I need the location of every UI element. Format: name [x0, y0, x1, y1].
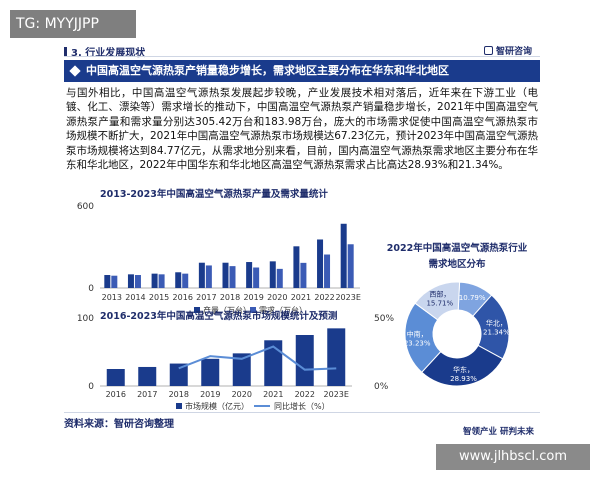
legend-label: 需求（万台）	[259, 305, 307, 315]
y-tick-label: 0	[88, 382, 94, 392]
x-tick-label: 2017	[137, 390, 157, 399]
banner-text: 中国高温空气源热泵产销量稳步增长，需求地区主要分布在华东和华北地区	[86, 64, 449, 77]
x-tick-label: 2021	[291, 293, 311, 302]
bar	[300, 262, 307, 288]
bar	[340, 223, 347, 288]
bar	[232, 353, 251, 386]
x-tick-label: 2016	[173, 293, 193, 302]
x-tick-label: 2017	[196, 293, 216, 302]
y-tick-label: 600	[77, 202, 94, 212]
bar	[222, 262, 229, 288]
bar	[134, 275, 141, 288]
y-tick-label: 100	[77, 314, 94, 324]
section-label: 3. 行业发展现状	[71, 48, 146, 59]
slice-label: 西部，	[429, 289, 450, 298]
slice-label: 中南，	[407, 329, 428, 338]
slice-label: 15.71%	[426, 299, 453, 307]
report-slide: 3. 行业发展现状 智研咨询 中国高温空气源热泵产销量稳步增长，需求地区主要分布…	[64, 40, 540, 438]
legend-swatch	[194, 307, 200, 313]
donut-title-line2: 需求地区分布	[428, 259, 486, 270]
bar	[229, 266, 236, 288]
bar	[293, 246, 300, 288]
bar	[347, 244, 354, 288]
bar	[106, 369, 125, 386]
slice-label: 华北，	[486, 319, 507, 328]
x-tick-label: 2014	[125, 293, 145, 302]
bar	[175, 272, 182, 288]
source-note: 资料来源：智研咨询整理	[64, 419, 174, 430]
slice-label: 华东，	[453, 365, 474, 374]
growth-line	[178, 345, 337, 371]
top-divider	[64, 56, 540, 57]
slice-label: 10.79%	[459, 294, 486, 302]
slice-label: 23.23%	[404, 339, 431, 347]
bar	[138, 366, 157, 386]
y2-tick-label: 0%	[374, 382, 389, 392]
x-tick-label: 2018	[169, 390, 189, 399]
bar	[295, 335, 314, 386]
legend-swatch	[250, 307, 256, 313]
y-tick-label: 0	[88, 284, 94, 294]
legend-label: 产量（万台）	[203, 305, 251, 315]
x-tick-label: 2022	[295, 390, 315, 399]
section-title: 3. 行业发展现状	[64, 44, 145, 59]
legend-label: 市场规模（亿元）	[185, 401, 249, 411]
x-tick-label: 2021	[263, 390, 283, 399]
headline-banner: 中国高温空气源热泵产销量稳步增长，需求地区主要分布在华东和华北地区	[64, 60, 540, 82]
donut-title-line1: 2022年中国高温空气源热泵行业	[386, 243, 528, 254]
bar	[264, 340, 283, 386]
bar	[317, 239, 324, 288]
x-tick-label: 2015	[149, 293, 169, 302]
bar	[127, 274, 134, 288]
body-paragraph: 与国外相比，中国高温空气源热泵发展起步较晚，产业发展技术相对落后，近年来在下游工…	[66, 87, 539, 172]
slice-label: 28.93%	[450, 375, 477, 383]
watermark-website: www.jlhbscl.com	[436, 444, 590, 470]
bar	[246, 262, 253, 288]
bar	[253, 267, 260, 288]
logo-icon	[483, 46, 493, 55]
brand-logo: 智研咨询	[483, 44, 532, 57]
footer-slogan: 智领产业 研判未来	[463, 427, 534, 437]
x-tick-label: 2019	[243, 293, 263, 302]
bar	[201, 358, 220, 386]
bar	[276, 268, 283, 288]
chart1-title: 2013-2023年中国高温空气源热泵产量及需求量统计	[100, 189, 328, 200]
bar	[269, 261, 276, 288]
x-tick-label: 2019	[200, 390, 220, 399]
region-donut-chart: 10.79% 华北，21.34% 华东，28.93% 中南，23.23% 西部，15.7…	[404, 281, 510, 387]
bar	[324, 254, 331, 288]
x-tick-label: 2020	[267, 293, 287, 302]
bar	[198, 262, 205, 288]
logo-text: 智研咨询	[495, 47, 532, 57]
legend-swatch	[176, 403, 182, 409]
market-size-chart: 0 100 0% 50% 2016 2017 2018 2019 2020 2021 2022 202…	[77, 314, 395, 411]
bar	[158, 274, 165, 288]
bar	[205, 265, 212, 288]
x-tick-label: 2013	[102, 293, 122, 302]
x-tick-label: 2023E	[335, 293, 360, 302]
bar	[151, 273, 158, 288]
donut-slice	[414, 281, 461, 321]
bar	[182, 273, 189, 288]
donut-slice	[421, 344, 504, 387]
bottom-divider	[64, 412, 540, 413]
x-tick-label: 2020	[232, 390, 252, 399]
bar	[104, 275, 111, 288]
legend-label: 同比增长（%）	[274, 401, 330, 411]
bar	[169, 363, 188, 386]
watermark-tag: TG: MYYJJPP	[10, 10, 136, 38]
x-tick-label: 2016	[106, 390, 126, 399]
y2-tick-label: 50%	[374, 314, 394, 324]
diamond-icon	[69, 65, 81, 77]
bar	[111, 275, 118, 288]
x-tick-label: 2023E	[324, 390, 349, 399]
bar	[327, 328, 346, 386]
x-tick-label: 2018	[220, 293, 240, 302]
x-tick-label: 2022	[314, 293, 334, 302]
slice-label: 21.34%	[483, 329, 510, 337]
chart2-title: 2016-2023年中国高温空气源热泵市场规模统计及预测	[100, 311, 338, 322]
